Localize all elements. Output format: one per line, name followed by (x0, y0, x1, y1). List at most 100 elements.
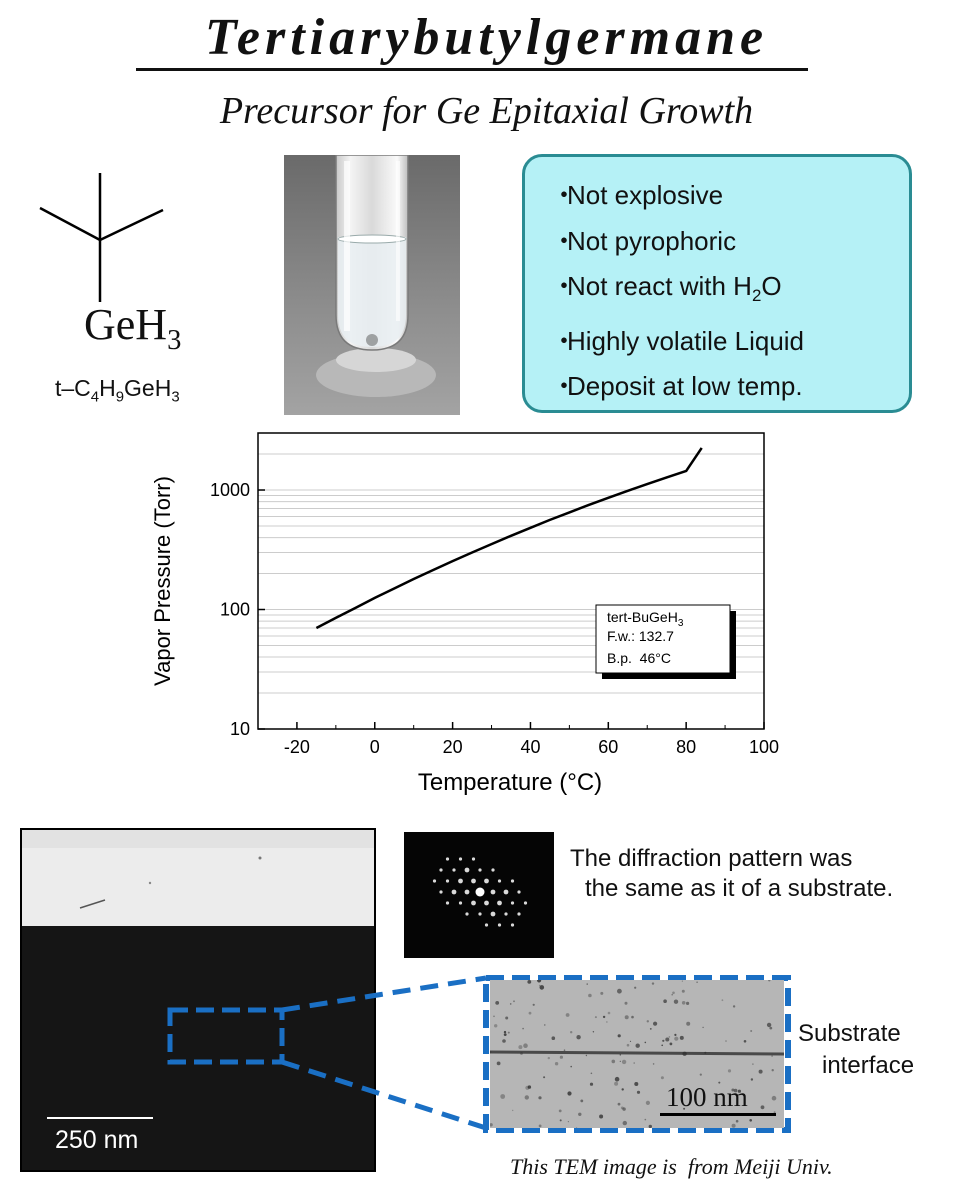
diffraction-spot (491, 868, 495, 872)
tem-speck (644, 1118, 647, 1121)
tem-speck (721, 999, 724, 1002)
tem-speck (503, 1030, 507, 1034)
tem-speck (773, 1111, 776, 1114)
tem-speck (681, 980, 683, 982)
plot-frame (257, 432, 765, 730)
tem-speck (509, 1003, 512, 1005)
molecule-structure-diagram (39, 173, 164, 302)
tem-speck (524, 1095, 529, 1100)
property-not-pyrophoric: ・Not pyrophoric (551, 225, 737, 256)
tem-speck (686, 1001, 690, 1005)
tem-speck (580, 1099, 584, 1103)
tem-speck (505, 1016, 509, 1020)
tem-speck (702, 1026, 704, 1029)
tem-speck (496, 1061, 501, 1066)
tem-speck (619, 1060, 621, 1062)
tem-speck (586, 983, 588, 985)
diffraction-spot (439, 890, 443, 894)
page-title: Tertiarybutylgermane (204, 9, 769, 66)
tem-main-scale-label: 250 nm (55, 1126, 139, 1154)
diffraction-spot (497, 923, 502, 927)
interface-label-line2: interface (822, 1052, 915, 1079)
tem-speck (490, 1123, 493, 1127)
tem-speck (660, 1076, 664, 1080)
y-tick-label: 100 (220, 600, 250, 620)
property-low-temp-deposit: ・Deposit at low temp. (551, 371, 803, 402)
svg-text:tert-BuGeH3: tert-BuGeH3 (607, 609, 684, 629)
tem-speck (771, 1069, 774, 1072)
tem-speck (674, 1033, 677, 1036)
tem-speck (750, 1078, 754, 1081)
diffraction-spot (503, 889, 509, 895)
tem-speck (661, 1044, 663, 1047)
tem-speck (671, 993, 673, 996)
tem-speck (532, 1003, 535, 1006)
tem-speck (649, 1028, 652, 1030)
tem-speck (565, 1013, 570, 1017)
tem-speck (600, 991, 604, 995)
legend-compound: tert-BuGeH (607, 609, 678, 625)
tem-speck (629, 1040, 632, 1042)
diffraction-caption: The diffraction pattern was the same as … (570, 844, 893, 904)
tem-speck (567, 1121, 569, 1123)
tem-speck (528, 1011, 532, 1015)
tem-speck (731, 1088, 735, 1092)
diffraction-caption-line2: the same as it of a substrate. (585, 875, 894, 902)
diffraction-spot (458, 857, 463, 861)
tem-speck (513, 1000, 515, 1003)
tem-speck (619, 1054, 621, 1056)
tem-speck (733, 1088, 738, 1093)
tem-speck (611, 1059, 616, 1064)
tem-speck (749, 1119, 752, 1122)
interface-label-line1: Substrate (798, 1020, 901, 1047)
tem-speck (731, 1123, 736, 1128)
tem-speck (520, 1052, 523, 1055)
tem-speck (563, 1049, 566, 1051)
tem-speck (651, 982, 655, 985)
tem-speck (570, 1065, 572, 1068)
tem-speck (518, 1045, 523, 1050)
x-tick-label: 40 (520, 737, 540, 757)
tem-speck (768, 980, 771, 982)
tem-speck (617, 1102, 621, 1106)
substrate-interface-label: Substrate interface (798, 1018, 914, 1082)
molecule-label: GeH3 (84, 300, 182, 356)
properties-box: ・Not explosive ・Not pyrophoric ・Not reac… (522, 154, 912, 413)
tem-speck (527, 1085, 532, 1089)
tem-speck (672, 991, 675, 995)
tem-speck (727, 1069, 732, 1073)
diffraction-spot (432, 879, 437, 883)
diffraction-spot (464, 867, 470, 873)
tem-speck (771, 1055, 773, 1057)
tem-speck (653, 1021, 658, 1026)
diffraction-spot (445, 857, 450, 861)
diffraction-spot (471, 900, 476, 906)
tem-speck (594, 1016, 597, 1019)
diffraction-spot (484, 878, 489, 884)
tem-speck (490, 1050, 492, 1054)
legend-compound-sub: 3 (678, 618, 684, 629)
tem-speck (614, 1076, 620, 1082)
tem-speck (620, 1106, 624, 1110)
diffraction-spot (517, 890, 521, 894)
tem-speck (512, 1109, 514, 1112)
tem-speck (634, 1082, 639, 1086)
tem-speck (633, 1062, 635, 1064)
tem-speck (523, 1043, 528, 1048)
tem-speck (634, 986, 637, 989)
tem-speck (673, 999, 679, 1004)
tem-speck (635, 1043, 640, 1048)
tem-speck (683, 1107, 686, 1110)
diffraction-spot (517, 912, 521, 916)
y-axis-label: Vapor Pressure (Torr) (150, 476, 175, 686)
tem-speck (699, 1073, 702, 1076)
zoom-highlight-overlay (167, 975, 791, 1133)
tem-speck (725, 1040, 727, 1042)
tem-speck (538, 1124, 542, 1128)
diffraction-caption-line1: The diffraction pattern was (570, 845, 853, 872)
property-volatile-liquid: ・Highly volatile Liquid (551, 325, 805, 356)
tem-speck (544, 1024, 546, 1026)
tem-speck (589, 1082, 594, 1086)
diffraction-spot (510, 923, 515, 927)
tem-speck (602, 1015, 606, 1019)
